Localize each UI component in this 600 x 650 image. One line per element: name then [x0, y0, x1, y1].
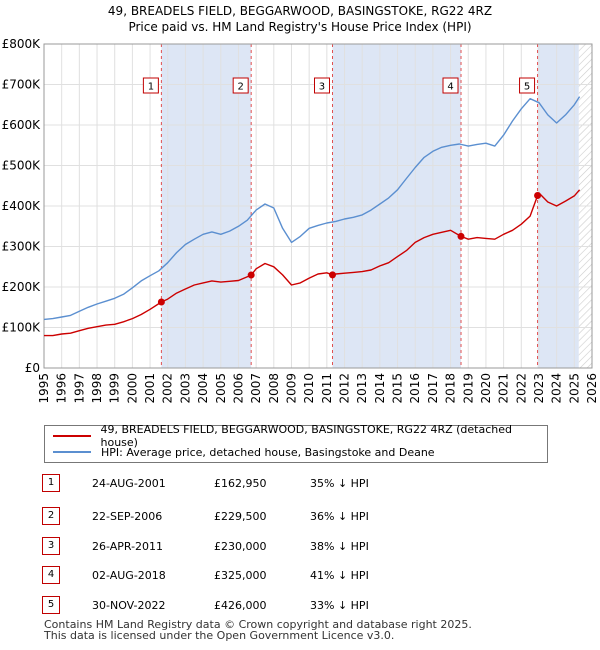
x-tick-label: 2002: [161, 373, 175, 404]
x-tick-label: 2022: [514, 373, 528, 404]
sale-price: £325,000: [214, 569, 267, 582]
x-tick-label: 2010: [302, 373, 316, 404]
sale-hpi-diff: 41% ↓ HPI: [310, 569, 369, 582]
x-tick-label: 2004: [196, 373, 210, 404]
x-tick-label: 2007: [249, 373, 263, 404]
sale-date: 26-APR-2011: [92, 540, 164, 553]
sale-marker-label: 5: [524, 82, 530, 93]
sale-hpi-diff: 38% ↓ HPI: [310, 540, 369, 553]
x-tick-label: 2003: [178, 373, 192, 404]
y-tick-label: £400K: [2, 199, 42, 213]
sale-hpi-diff: 36% ↓ HPI: [310, 510, 369, 523]
sale-marker-label: 4: [447, 82, 453, 93]
sale-price: £426,000: [214, 599, 267, 612]
sale-point: [457, 232, 465, 240]
property-price-line: [44, 189, 581, 337]
x-tick-label: 2009: [284, 373, 298, 404]
y-tick-label: £200K: [2, 280, 42, 294]
x-tick-label: 2005: [214, 373, 228, 404]
sale-number-badge: 5: [42, 596, 60, 614]
x-tick-label: 2017: [426, 373, 440, 404]
sale-date: 24-AUG-2001: [92, 477, 166, 490]
y-tick-label: £300K: [2, 240, 42, 254]
sale-date: 22-SEP-2006: [92, 510, 163, 523]
legend-swatch-hpi: [53, 451, 91, 453]
sale-date: 30-NOV-2022: [92, 599, 166, 612]
sale-marker-label: 2: [237, 82, 243, 93]
sale-marker-box: [442, 77, 459, 94]
chart-title: 49, BREADELS FIELD, BEGGARWOOD, BASINGST…: [107, 4, 493, 18]
sale-point: [328, 271, 336, 279]
x-tick-label: 2025: [567, 373, 581, 404]
y-tick-label: £500K: [2, 159, 42, 173]
x-tick-label: 2011: [320, 373, 334, 404]
sale-row: 1 24-AUG-2001 £162,950 35% ↓ HPI: [42, 474, 562, 494]
sale-point: [157, 298, 165, 306]
x-tick-label: 1998: [90, 373, 104, 404]
x-tick-label: 2014: [373, 373, 387, 404]
legend-item-hpi: HPI: Average price, detached house, Basi…: [53, 445, 435, 459]
sale-number-badge: 3: [42, 537, 60, 555]
sale-number-badge: 1: [42, 474, 60, 492]
x-tick-label: 2024: [550, 373, 564, 404]
y-tick-label: £100K: [2, 321, 42, 335]
sale-number-badge: 4: [42, 566, 60, 584]
y-tick-label: £700K: [2, 78, 42, 92]
chart-subtitle: Price paid vs. HM Land Registry's House …: [128, 20, 472, 34]
sale-point: [247, 271, 255, 279]
x-tick-label: 1996: [55, 373, 69, 404]
sale-row: 5 30-NOV-2022 £426,000 33% ↓ HPI: [42, 596, 562, 616]
x-tick-label: 1995: [37, 373, 51, 404]
sale-row: 3 26-APR-2011 £230,000 38% ↓ HPI: [42, 537, 562, 557]
x-tick-label: 2000: [125, 373, 139, 404]
x-tick-label: 2023: [532, 373, 546, 404]
x-tick-label: 2013: [355, 373, 369, 404]
legend-swatch-property: [53, 435, 91, 437]
x-tick-label: 2015: [391, 373, 405, 404]
y-tick-label: £0: [25, 361, 40, 375]
legend-label-hpi: HPI: Average price, detached house, Basi…: [101, 445, 435, 459]
sale-number-badge: 2: [42, 507, 60, 525]
y-tick-label: £600K: [2, 118, 42, 132]
x-tick-label: 2012: [338, 373, 352, 404]
sale-date: 02-AUG-2018: [92, 569, 166, 582]
sale-marker-box: [142, 77, 159, 94]
sale-hpi-diff: 35% ↓ HPI: [310, 477, 369, 490]
x-tick-label: 2018: [444, 373, 458, 404]
x-tick-label: 1999: [108, 373, 122, 404]
sale-row: 4 02-AUG-2018 £325,000 41% ↓ HPI: [42, 566, 562, 586]
legend-label-property: 49, BREADELS FIELD, BEGGARWOOD, BASINGST…: [100, 423, 513, 449]
footer-copyright: Contains HM Land Registry data © Crown c…: [44, 618, 472, 631]
sale-price: £162,950: [214, 477, 267, 490]
hpi-line: [43, 96, 581, 321]
sale-price: £229,500: [214, 510, 267, 523]
sale-hpi-diff: 33% ↓ HPI: [310, 599, 369, 612]
footer-license: This data is licensed under the Open Gov…: [44, 629, 395, 642]
x-tick-label: 2019: [461, 373, 475, 404]
sale-marker-label: 3: [319, 82, 325, 93]
x-tick-label: 2026: [585, 373, 599, 404]
footer: Contains HM Land Registry data © Crown c…: [44, 619, 472, 641]
x-tick-label: 2016: [408, 373, 422, 404]
x-tick-label: 2008: [267, 373, 281, 404]
sale-marker-box: [232, 77, 249, 94]
x-tick-label: 2001: [143, 373, 157, 404]
x-tick-label: 2006: [231, 373, 245, 404]
x-tick-label: 1997: [72, 373, 86, 404]
sale-point: [534, 191, 542, 199]
price-chart: £0 £100K £200K £300K £400K £500K £600K £700K £80…: [2, 37, 599, 404]
sale-marker-label: 1: [148, 82, 154, 93]
x-tick-label: 2020: [479, 373, 493, 404]
sale-marker-box: [519, 77, 536, 94]
x-tick-label: 2021: [497, 373, 511, 404]
y-tick-label: £800K: [2, 37, 42, 51]
legend-item-property: 49, BREADELS FIELD, BEGGARWOOD, BASINGST…: [53, 423, 547, 449]
sale-marker-box: [313, 77, 330, 94]
legend: 49, BREADELS FIELD, BEGGARWOOD, BASINGST…: [44, 423, 548, 463]
sale-price: £230,000: [214, 540, 267, 553]
sale-row: 2 22-SEP-2006 £229,500 36% ↓ HPI: [42, 507, 562, 527]
plot-frame: [43, 43, 593, 369]
